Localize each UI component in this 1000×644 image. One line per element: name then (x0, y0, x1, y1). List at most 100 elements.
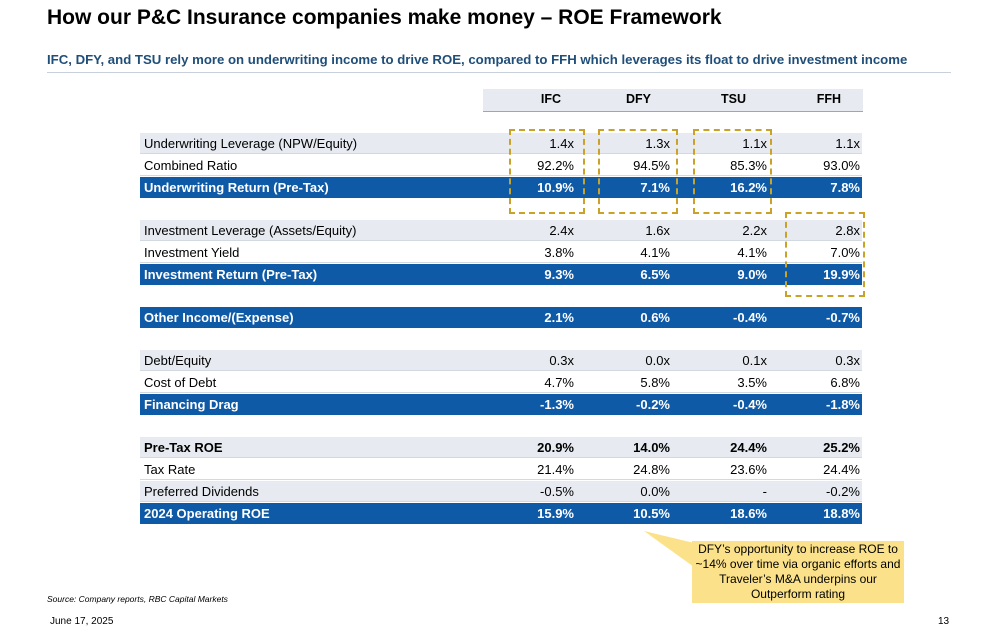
row-label: Cost of Debt (144, 375, 217, 390)
cell-ifc: 20.9% (537, 440, 574, 455)
table-row: Debt/Equity 0.3x 0.0x 0.1x 0.3x (140, 350, 862, 371)
cell-ifc: 3.8% (544, 245, 574, 260)
callout-note: DFY’s opportunity to increase ROE to ~14… (692, 541, 904, 603)
cell-dfy: 7.1% (640, 180, 670, 195)
cell-dfy: 10.5% (633, 506, 670, 521)
highlight-box-ifc (509, 129, 585, 214)
table-row: Investment Leverage (Assets/Equity) 2.4x… (140, 220, 862, 241)
cell-ffh: 0.3x (835, 353, 860, 368)
cell-dfy: 94.5% (633, 158, 670, 173)
cell-ffh: 6.8% (830, 375, 860, 390)
row-label: Tax Rate (144, 462, 196, 477)
table-row-total: Investment Return (Pre-Tax) 9.3% 6.5% 9.… (140, 264, 862, 285)
cell-ifc: 2.1% (544, 310, 574, 325)
cell-ifc: 2.4x (549, 223, 574, 238)
table-row: Preferred Dividends -0.5% 0.0% - -0.2% (140, 481, 862, 502)
cell-tsu: - (762, 484, 767, 499)
cell-tsu: 23.6% (730, 462, 767, 477)
page-subtitle: IFC, DFY, and TSU rely more on underwrit… (47, 52, 908, 67)
cell-ifc: 0.3x (549, 353, 574, 368)
highlight-box-tsu (693, 129, 772, 214)
cell-ffh: 24.4% (823, 462, 860, 477)
table-row: Combined Ratio 92.2% 94.5% 85.3% 93.0% (140, 155, 862, 176)
table-row: Investment Yield 3.8% 4.1% 4.1% 7.0% (140, 242, 862, 263)
cell-ifc: -1.3% (540, 397, 574, 412)
cell-tsu: 24.4% (730, 440, 767, 455)
cell-ffh: 2.8x (835, 223, 860, 238)
row-label: Other Income/(Expense) (144, 310, 294, 325)
cell-ifc: 15.9% (537, 506, 574, 521)
table-row-total: Other Income/(Expense) 2.1% 0.6% -0.4% -… (140, 307, 862, 328)
column-header-dfy: DFY (626, 92, 651, 106)
column-header-row: IFC DFY TSU FFH (483, 89, 863, 112)
cell-ffh: 25.2% (823, 440, 860, 455)
column-header-tsu: TSU (721, 92, 746, 106)
row-label: Pre-Tax ROE (144, 440, 223, 455)
cell-ffh: 93.0% (823, 158, 860, 173)
row-label: Investment Return (Pre-Tax) (144, 267, 318, 282)
cell-dfy: 0.0x (645, 353, 670, 368)
cell-dfy: 24.8% (633, 462, 670, 477)
cell-dfy: 6.5% (640, 267, 670, 282)
cell-tsu: 16.2% (730, 180, 767, 195)
column-header-ffh: FFH (816, 92, 841, 106)
cell-tsu: -0.4% (733, 397, 767, 412)
row-label: Underwriting Return (Pre-Tax) (144, 180, 329, 195)
row-label: Investment Yield (144, 245, 240, 260)
table-row: Pre-Tax ROE 20.9% 14.0% 24.4% 25.2% (140, 437, 862, 458)
cell-tsu: 9.0% (737, 267, 767, 282)
footer-date: June 17, 2025 (50, 616, 114, 627)
table-row: Underwriting Leverage (NPW/Equity) 1.4x … (140, 133, 862, 154)
cell-dfy: 0.6% (640, 310, 670, 325)
table-row-total: Underwriting Return (Pre-Tax) 10.9% 7.1%… (140, 177, 862, 198)
cell-ffh: -0.7% (826, 310, 860, 325)
row-label: Preferred Dividends (144, 484, 259, 499)
cell-dfy: 0.0% (640, 484, 670, 499)
cell-ffh: 1.1x (835, 136, 860, 151)
cell-ifc: 9.3% (544, 267, 574, 282)
page-number: 13 (938, 616, 950, 627)
cell-tsu: 0.1x (742, 353, 767, 368)
cell-tsu: 3.5% (737, 375, 767, 390)
cell-ifc: -0.5% (540, 484, 574, 499)
table-row: Tax Rate 21.4% 24.8% 23.6% 24.4% (140, 459, 862, 480)
row-label: Debt/Equity (144, 353, 212, 368)
table-row-total: Financing Drag -1.3% -0.2% -0.4% -1.8% (140, 394, 862, 415)
row-label: Combined Ratio (144, 158, 238, 173)
cell-tsu: 4.1% (737, 245, 767, 260)
cell-tsu: 1.1x (742, 136, 767, 151)
cell-ifc: 4.7% (544, 375, 574, 390)
row-label: Underwriting Leverage (NPW/Equity) (144, 136, 358, 151)
cell-ffh: 19.9% (823, 267, 860, 282)
cell-ifc: 21.4% (537, 462, 574, 477)
cell-ffh: -0.2% (826, 484, 860, 499)
cell-dfy: 14.0% (633, 440, 670, 455)
cell-tsu: 2.2x (742, 223, 767, 238)
table-row-total: 2024 Operating ROE 15.9% 10.5% 18.6% 18.… (140, 503, 862, 524)
cell-ifc: 10.9% (537, 180, 574, 195)
highlight-box-ffh (785, 212, 865, 297)
cell-dfy: 1.3x (645, 136, 670, 151)
row-label: Financing Drag (144, 397, 239, 412)
cell-dfy: 1.6x (645, 223, 670, 238)
cell-ifc: 1.4x (549, 136, 574, 151)
row-label: Investment Leverage (Assets/Equity) (144, 223, 357, 238)
cell-dfy: 5.8% (640, 375, 670, 390)
callout-pointer (644, 531, 694, 567)
table-row: Cost of Debt 4.7% 5.8% 3.5% 6.8% (140, 372, 862, 393)
cell-dfy: 4.1% (640, 245, 670, 260)
cell-dfy: -0.2% (636, 397, 670, 412)
cell-tsu: 18.6% (730, 506, 767, 521)
cell-ifc: 92.2% (537, 158, 574, 173)
highlight-box-dfy (598, 129, 678, 214)
row-label: 2024 Operating ROE (144, 506, 270, 521)
source-note: Source: Company reports, RBC Capital Mar… (47, 594, 228, 604)
page-title: How our P&C Insurance companies make mon… (47, 6, 722, 29)
title-divider (47, 72, 951, 73)
cell-ffh: -1.8% (826, 397, 860, 412)
column-header-ifc: IFC (540, 92, 561, 106)
cell-ffh: 7.8% (830, 180, 860, 195)
cell-tsu: 85.3% (730, 158, 767, 173)
cell-ffh: 18.8% (823, 506, 860, 521)
cell-tsu: -0.4% (733, 310, 767, 325)
